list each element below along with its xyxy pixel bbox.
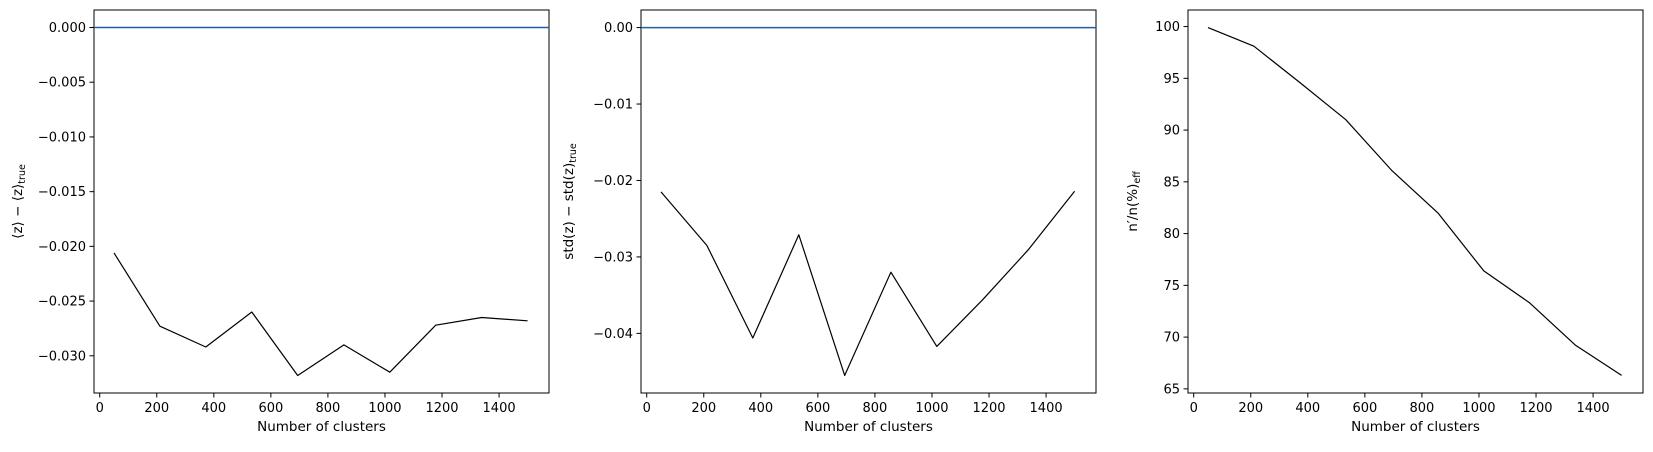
x-tick-label: 800 — [1410, 401, 1435, 416]
x-tick-label: 1200 — [972, 401, 1005, 416]
y-axis-label-subscript: true — [568, 143, 579, 163]
y-axis-label: n′/n(%)eff — [1125, 171, 1143, 232]
x-tick-label: 400 — [748, 401, 773, 416]
y-tick-label: 90 — [1163, 124, 1180, 139]
plot-frame — [1187, 9, 1644, 394]
x-tick-label: 1400 — [1030, 401, 1063, 416]
y-tick-label: −0.005 — [38, 76, 86, 91]
y-tick-label: 95 — [1163, 72, 1180, 87]
y-tick-label: −0.010 — [38, 130, 86, 145]
x-tick-label: 200 — [1238, 401, 1263, 416]
x-tick-label: 1000 — [1462, 401, 1495, 416]
y-tick-label: −0.020 — [38, 240, 86, 255]
x-tick-label: 400 — [201, 401, 226, 416]
series-line — [660, 190, 1076, 376]
x-tick-label: 800 — [316, 401, 341, 416]
chart-panel-2: 0 200 400 600 800 1000 1200 1400 0.00 −0.01 −0.02 −… — [561, 9, 1097, 435]
y-axis-label-main: n′/n(%) — [1125, 184, 1141, 232]
y-tick-label: −0.015 — [38, 185, 86, 200]
y-axis-label-subscript: true — [17, 164, 28, 184]
x-tick-label: 200 — [691, 401, 716, 416]
series-line — [113, 252, 528, 377]
y-tick-label: 80 — [1163, 227, 1180, 242]
x-tick-label: 1200 — [425, 401, 458, 416]
x-tick-label: 600 — [1352, 401, 1377, 416]
y-tick-label: 0.000 — [49, 21, 86, 36]
x-tick-label: 400 — [1295, 401, 1320, 416]
plot-frame — [640, 9, 1097, 394]
y-tick-label: −0.04 — [593, 327, 633, 342]
x-tick-label: 0 — [96, 401, 104, 416]
y-tick-label: 100 — [1155, 20, 1180, 35]
y-tick-label: −0.02 — [593, 174, 633, 189]
x-tick-label: 1000 — [368, 401, 401, 416]
x-axis-label: Number of clusters — [1351, 419, 1480, 435]
x-tick-label: 1400 — [483, 401, 516, 416]
y-tick-label: −0.03 — [593, 250, 633, 265]
y-tick-label: −0.01 — [593, 98, 633, 113]
x-axis-label: Number of clusters — [804, 419, 933, 435]
y-tick-label: 75 — [1163, 279, 1180, 294]
x-tick-label: 0 — [643, 401, 651, 416]
x-tick-label: 600 — [805, 401, 830, 416]
y-tick-label: 0.00 — [604, 21, 633, 36]
y-axis-label: std(z) − std(z)true — [561, 143, 579, 260]
x-tick-label: 200 — [144, 401, 169, 416]
series-line — [1207, 27, 1622, 376]
y-tick-label: −0.030 — [38, 349, 86, 364]
x-tick-label: 1200 — [1519, 401, 1552, 416]
plot-frame — [93, 9, 550, 394]
y-tick-label: 70 — [1163, 331, 1180, 346]
x-tick-label: 800 — [863, 401, 888, 416]
y-axis-label-main: ⟨z⟩ − ⟨z⟩ — [10, 184, 26, 239]
x-tick-label: 600 — [258, 401, 283, 416]
x-tick-label: 0 — [1190, 401, 1198, 416]
y-tick-label: 85 — [1163, 175, 1180, 190]
x-tick-label: 1400 — [1577, 401, 1610, 416]
x-tick-label: 1000 — [915, 401, 948, 416]
x-axis-label: Number of clusters — [257, 419, 386, 435]
y-axis-label-subscript: eff — [1132, 171, 1143, 184]
y-axis-label: ⟨z⟩ − ⟨z⟩true — [10, 164, 28, 239]
chart-panel-3: 0 200 400 600 800 1000 1200 1400 65 70 75 80 85 90 95 1… — [1125, 9, 1644, 435]
chart-panel-1: 0 200 400 600 800 1000 1200 1400 0.000 −0.005 −0.0… — [10, 9, 550, 435]
y-axis-label-main: std(z) − std(z) — [561, 163, 577, 260]
y-tick-label: −0.025 — [38, 295, 86, 310]
y-tick-label: 65 — [1163, 382, 1180, 397]
